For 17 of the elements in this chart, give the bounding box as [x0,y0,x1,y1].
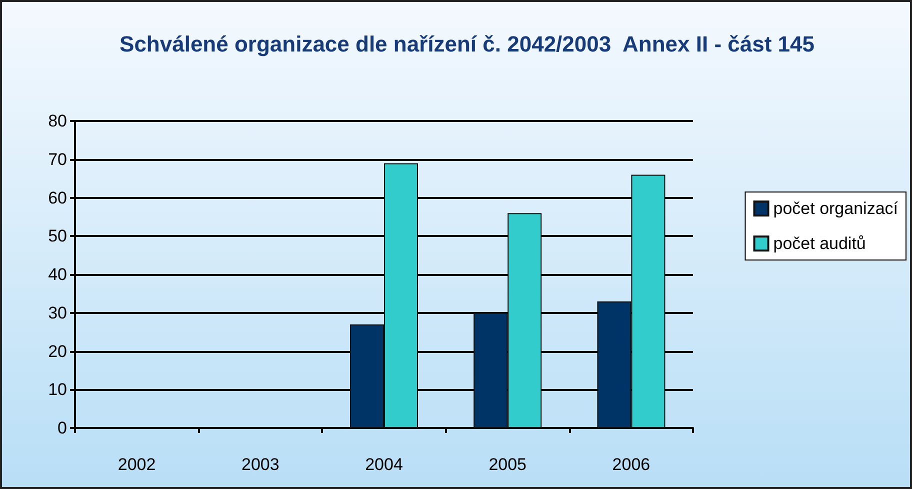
legend-label: počet organizací [773,199,898,218]
x-tick-label: 2005 [488,455,527,474]
y-tick-label: 70 [48,150,67,169]
y-tick-label: 60 [48,188,67,208]
x-tick-label: 2004 [365,455,403,474]
y-tick-label: 40 [48,265,67,284]
x-tick-label: 2003 [241,455,280,474]
legend-label: počet auditů [773,234,866,253]
y-tick-label: 50 [48,226,67,246]
chart-title: Schválené organizace dle nařízení č. 2042/2003 Annex II - část 145 [120,32,814,56]
y-tick-label: 10 [48,380,67,400]
x-tick-label: 2002 [118,455,156,474]
y-tick-label: 20 [48,342,67,361]
y-tick-label: 30 [48,303,67,322]
x-tick-label: 2006 [612,455,650,474]
y-tick-label: 80 [48,112,67,130]
y-tick-label: 0 [58,418,67,438]
